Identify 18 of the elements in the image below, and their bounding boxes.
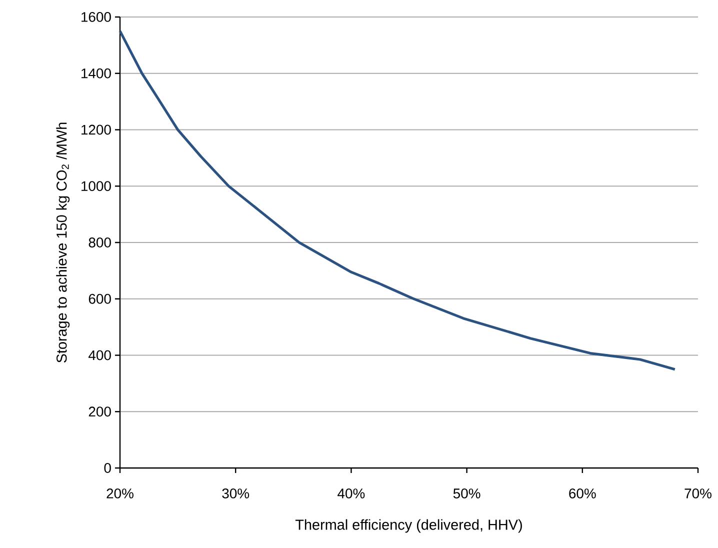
x-tick-label: 40% bbox=[338, 488, 365, 498]
x-tick-label: 50% bbox=[453, 488, 480, 498]
y-tick-label: 800 bbox=[88, 238, 111, 248]
line-series bbox=[118, 30, 676, 371]
y-tick-label: 1000 bbox=[82, 181, 111, 192]
y-tick-label: 400 bbox=[88, 350, 111, 360]
y-tick-label: 1400 bbox=[82, 68, 111, 78]
y-tick-label: 1200 bbox=[82, 124, 111, 135]
y-tick-label: 200 bbox=[88, 406, 111, 417]
y-axis-title: Storage to achieve 150 kg CO$_{2}$ /MWh bbox=[56, 122, 70, 363]
x-tick-label: 30% bbox=[222, 488, 250, 498]
y-tick-label: 600 bbox=[88, 294, 111, 304]
y-tick-label: 0 bbox=[104, 463, 111, 473]
x-axis-title: Thermal efficiency (delivered, HHV) bbox=[295, 519, 522, 533]
x-tick-label: 60% bbox=[569, 488, 596, 498]
x-tick-label: 70% bbox=[684, 488, 712, 498]
x-tick-label: 20% bbox=[106, 488, 134, 498]
y-tick-label: 1600 bbox=[82, 12, 111, 22]
